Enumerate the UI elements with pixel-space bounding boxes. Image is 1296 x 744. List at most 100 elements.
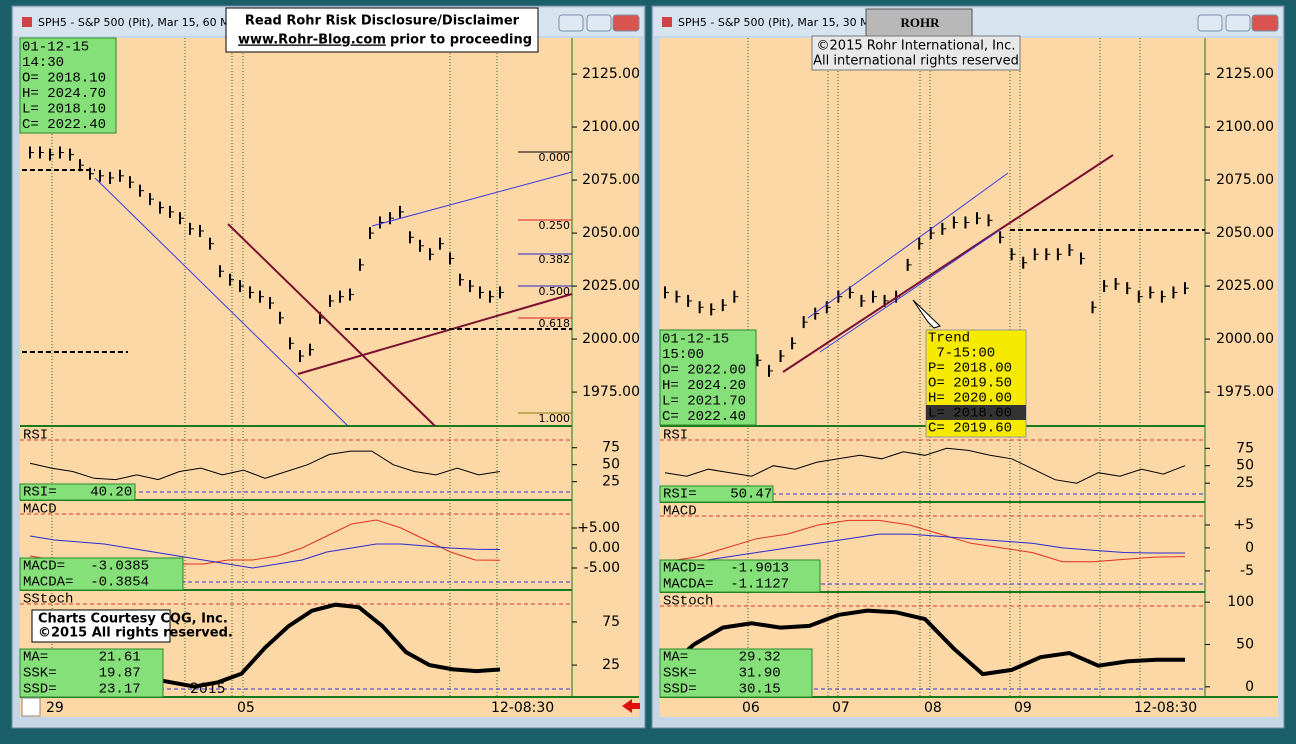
ssk-line xyxy=(663,608,1186,677)
readout-text: MACD= -1.9013 xyxy=(663,561,789,577)
courtesy-text: Charts Courtesy CQG, Inc. xyxy=(38,612,228,627)
trend-text: O= 2019.50 xyxy=(928,376,1012,392)
pane-title: RSI xyxy=(663,428,688,444)
y-tick-label: 0.00 xyxy=(589,540,620,556)
rsi-line xyxy=(29,450,501,481)
y-tick-label: 2050.00 xyxy=(1216,225,1274,241)
minimize-button[interactable] xyxy=(558,14,584,32)
x-tick-label: 29 xyxy=(46,700,64,716)
y-tick-label: 25 xyxy=(1236,475,1254,491)
y-tick-label: 50 xyxy=(602,457,620,473)
trend-line xyxy=(227,223,436,427)
x-tick-label: 12-08:30 xyxy=(1134,700,1197,716)
y-tick-label: -5 xyxy=(1240,563,1254,579)
minimize-button[interactable] xyxy=(1197,14,1223,32)
y-tick-label: 2100.00 xyxy=(1216,119,1274,135)
y-tick-label: 1975.00 xyxy=(1216,384,1274,400)
disclaimer-heading: Read Rohr Risk Disclosure/Disclaimer xyxy=(245,14,520,29)
y-tick-label: 2000.00 xyxy=(1216,331,1274,347)
fib-label: 0.250 xyxy=(539,219,571,232)
maximize-button[interactable] xyxy=(586,14,612,32)
tooltip-highlight xyxy=(926,405,1026,420)
x-tick-label: 08 xyxy=(924,700,942,716)
window-icon xyxy=(662,17,672,27)
y-tick-label: 2025.00 xyxy=(582,278,640,294)
info-text: H= 2024.70 xyxy=(22,86,106,102)
info-text: C= 2022.40 xyxy=(662,409,746,425)
info-text: 01-12-15 xyxy=(662,332,729,348)
copyright-box xyxy=(811,35,1021,71)
window-title: SPH5 - S&P 500 (Pit), Mar 15, 60 Min xyxy=(38,16,240,29)
window-icon xyxy=(22,17,32,27)
readout-text: SSK= 19.87 xyxy=(23,666,141,682)
trend-line xyxy=(819,229,1001,353)
close-button[interactable] xyxy=(1251,14,1279,32)
info-text: C= 2022.40 xyxy=(22,117,106,133)
pane-title: SStoch xyxy=(23,592,73,608)
info-box xyxy=(659,329,757,426)
corner-box xyxy=(21,697,41,717)
x-tick-label: 12-08:30 xyxy=(491,700,554,716)
trend-line xyxy=(807,172,1009,319)
copyright-text: ©2015 Rohr International, Inc. xyxy=(817,39,1016,54)
info-text: O= 2022.00 xyxy=(662,363,746,379)
fib-label: 0.000 xyxy=(539,151,571,164)
y-tick-label: 50 xyxy=(1236,637,1254,653)
trend-text: H= 2020.00 xyxy=(928,391,1012,407)
trend-text: Trend xyxy=(928,331,970,347)
y-tick-label: -5.00 xyxy=(584,560,620,576)
info-text: 15:00 xyxy=(662,347,704,363)
y-tick-label: 0 xyxy=(1245,679,1254,695)
disclaimer-link[interactable]: www.Rohr-Blog.com xyxy=(238,33,386,48)
x-tick-label: 07 xyxy=(832,700,850,716)
trend-text: C= 2019.60 xyxy=(928,421,1012,437)
fib-label: 0.500 xyxy=(539,285,571,298)
readout-box xyxy=(659,648,813,698)
readout-text: SSK= 31.90 xyxy=(663,666,781,682)
window-title: SPH5 - S&P 500 (Pit), Mar 15, 30 Min xyxy=(678,16,880,29)
pane-title: MACD xyxy=(23,502,57,518)
trend-text: 7-15:00 xyxy=(928,346,995,362)
pane-title: RSI xyxy=(23,428,48,444)
readout-box xyxy=(19,648,164,698)
trend-line xyxy=(297,293,573,375)
mouse-cursor xyxy=(912,299,941,329)
x-tick-label: 06 xyxy=(742,700,760,716)
y-tick-label: 25 xyxy=(602,657,620,673)
y-tick-label: +5.00 xyxy=(577,520,620,536)
rsi-line xyxy=(664,447,1186,484)
y-tick-label: 2025.00 xyxy=(1216,278,1274,294)
y-tick-label: 1975.00 xyxy=(582,384,640,400)
trend-line xyxy=(782,154,1114,373)
info-text: 01-12-15 xyxy=(22,40,89,56)
courtesy-box xyxy=(31,609,171,643)
y-tick-label: 2050.00 xyxy=(582,225,640,241)
readout-box xyxy=(659,485,774,503)
readout-text: RSI= 40.20 xyxy=(23,485,132,501)
maximize-button[interactable] xyxy=(1225,14,1251,32)
pane-title: SStoch xyxy=(663,594,713,610)
readout-text: SSD= 30.15 xyxy=(663,682,781,698)
info-box xyxy=(19,37,117,134)
pane-title: MACD xyxy=(663,504,697,520)
fib-label: 1.000 xyxy=(539,412,571,425)
y-tick-label: 50 xyxy=(1236,458,1254,474)
info-text: L= 2018.10 xyxy=(22,102,106,118)
close-button[interactable] xyxy=(612,14,640,32)
y-tick-label: 75 xyxy=(602,440,620,456)
trend-text: L= 2018.00 xyxy=(928,406,1012,422)
disclaimer-banner xyxy=(225,7,539,53)
macda-line xyxy=(29,535,501,569)
y-tick-label: 2125.00 xyxy=(582,66,640,82)
y-tick-label: 2125.00 xyxy=(1216,66,1274,82)
readout-text: MA= 21.61 xyxy=(23,650,141,666)
readout-text: MACDA= -0.3854 xyxy=(23,575,149,591)
y-tick-label: 75 xyxy=(1236,440,1254,456)
readout-box xyxy=(659,559,821,593)
scroll-arrow[interactable] xyxy=(622,699,640,713)
readout-text: RSI= 50.47 xyxy=(663,487,772,503)
info-text: 14:30 xyxy=(22,55,64,71)
readout-text: MACD= -3.0385 xyxy=(23,559,149,575)
y-tick-label: 100 xyxy=(1227,594,1254,610)
